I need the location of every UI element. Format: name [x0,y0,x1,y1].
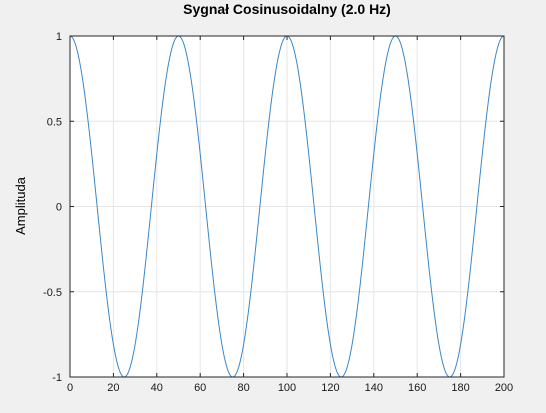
y-tick-label: 0 [56,202,62,214]
y-axis-label: Amplituda [13,176,28,235]
x-tick-label: 20 [107,382,119,394]
chart-title: Sygnał Cosinusoidalny (2.0 Hz) [183,1,391,17]
y-tick-label: -0.5 [43,287,62,299]
x-tick-label: 180 [451,382,469,394]
x-tick-label: 100 [278,382,296,394]
x-tick-label: 60 [194,382,206,394]
x-tick-label: 120 [321,382,339,394]
x-tick-label: 40 [151,382,163,394]
y-tick-label: -1 [52,372,62,384]
y-tick-label: 0.5 [47,116,62,128]
x-tick-label: 80 [237,382,249,394]
x-tick-label: 200 [495,382,513,394]
axis-ticks: 0 20 40 60 80 100 120 140 160 180 200 -1 -0.5 0 0.5 1 [43,31,513,394]
y-tick-label: 1 [56,31,62,43]
x-tick-label: 0 [67,382,73,394]
x-tick-label: 160 [408,382,426,394]
x-tick-label: 140 [365,382,383,394]
